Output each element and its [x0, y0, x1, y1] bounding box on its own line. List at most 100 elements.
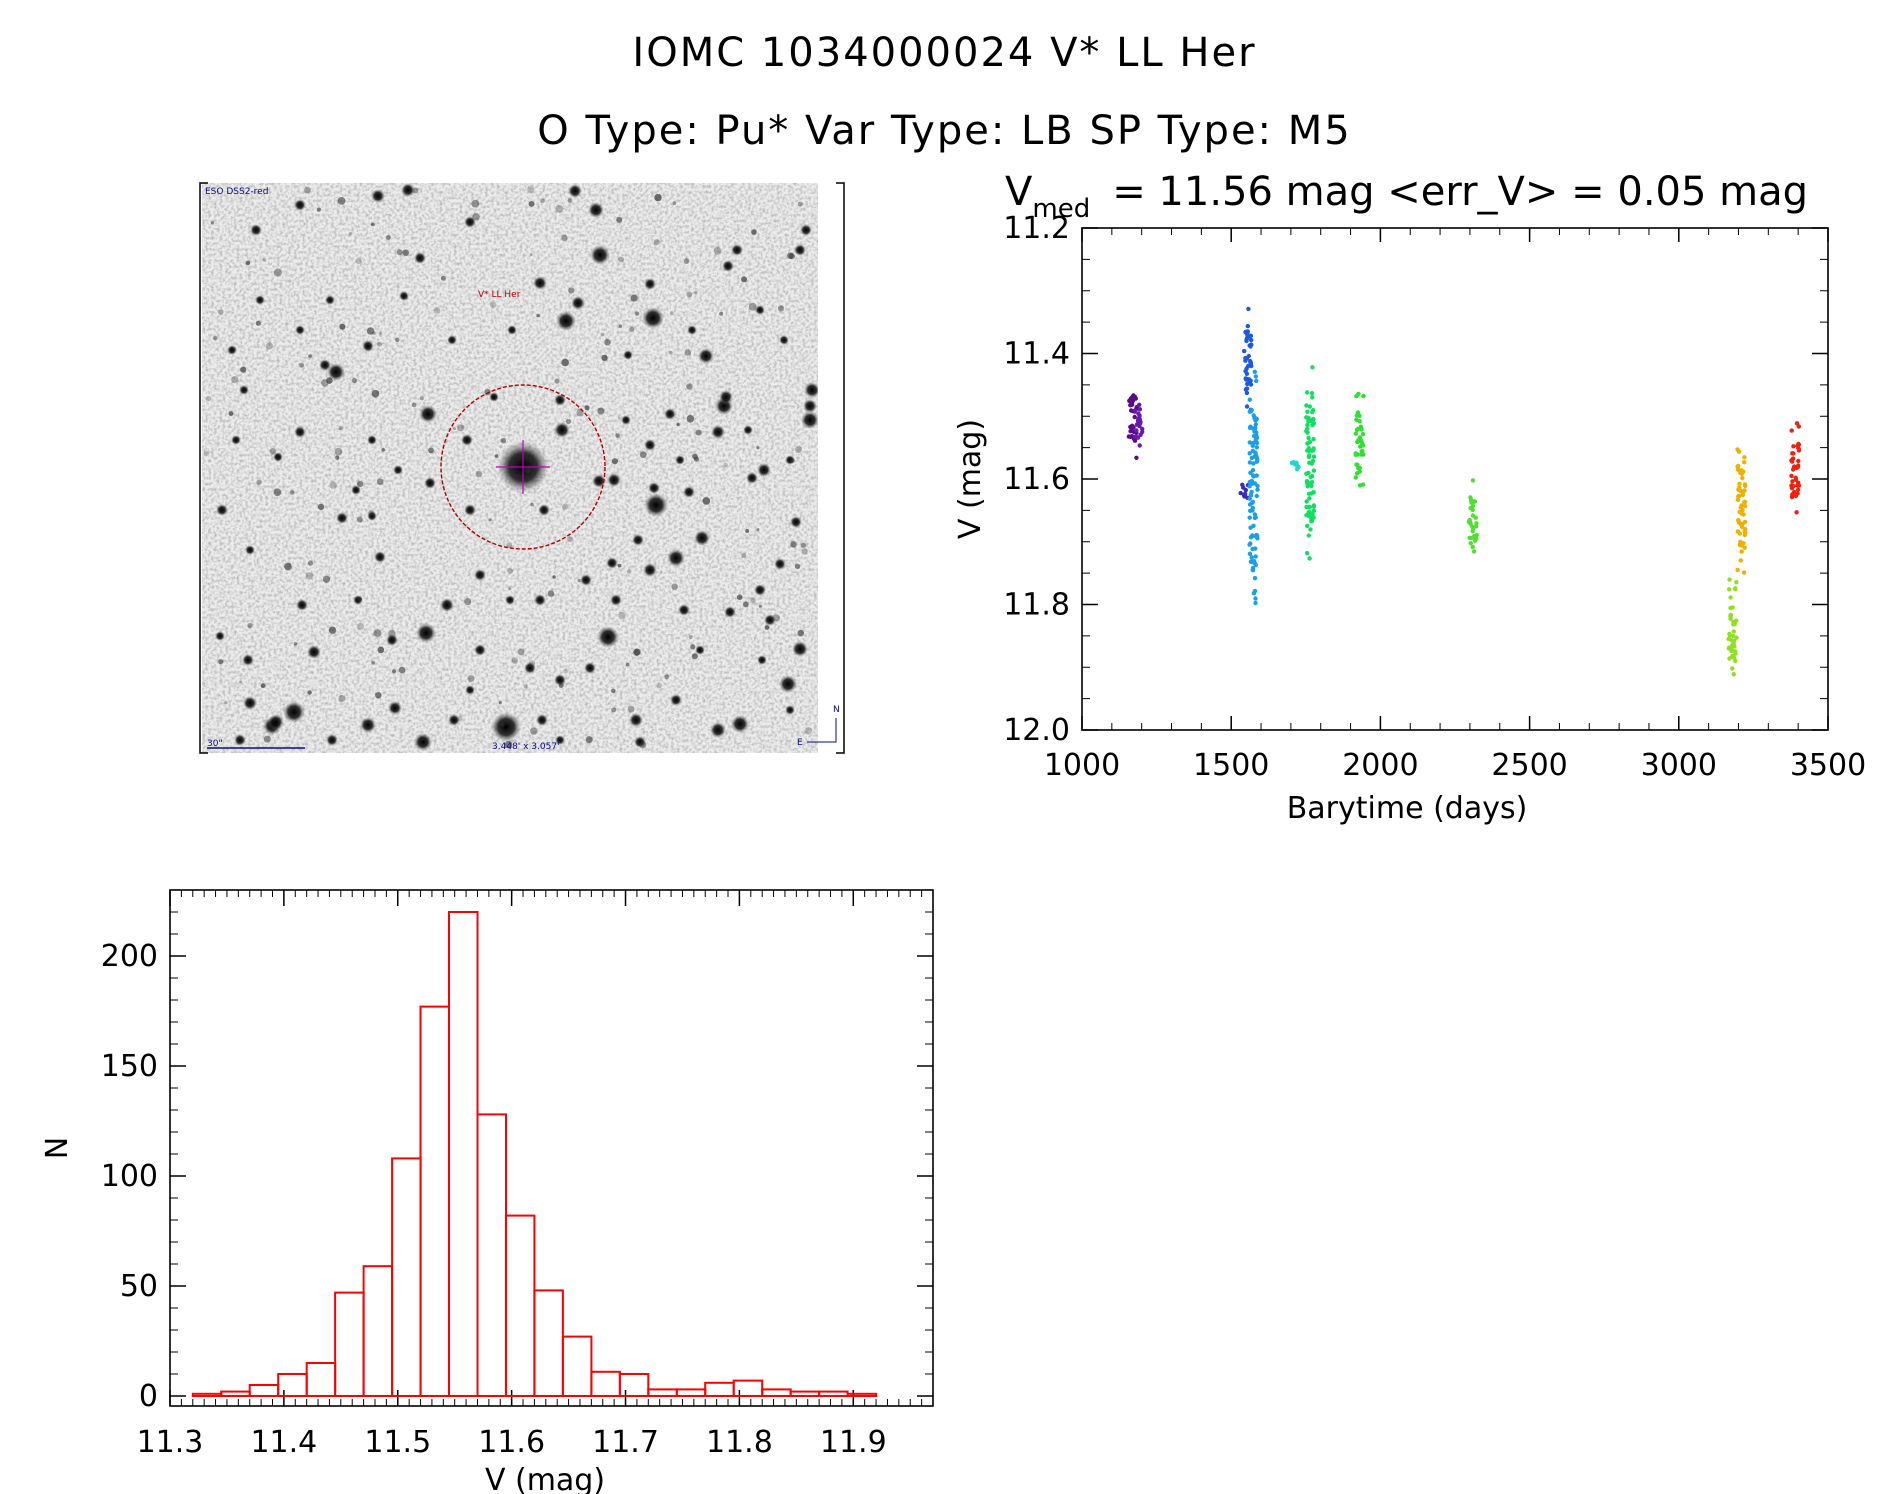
- lc-data-point: [1309, 516, 1314, 521]
- lc-data-point: [1245, 323, 1251, 329]
- lc-data-point: [1357, 419, 1362, 424]
- faint-star: [618, 256, 624, 263]
- faint-star: [440, 275, 446, 281]
- faint-star: [618, 324, 622, 328]
- star: [568, 184, 582, 198]
- lc-data-point: [1251, 440, 1256, 446]
- star: [794, 244, 806, 256]
- lc-data-point: [1253, 554, 1258, 559]
- lc-data-point: [1247, 460, 1253, 465]
- star: [464, 216, 476, 228]
- lc-data-point: [1248, 492, 1254, 497]
- star: [571, 296, 585, 310]
- star: [743, 425, 753, 435]
- faint-star: [686, 383, 693, 390]
- star: [597, 626, 619, 648]
- faint-star: [672, 201, 677, 205]
- star: [724, 606, 736, 618]
- star: [711, 425, 725, 439]
- star: [243, 696, 257, 710]
- lc-data-point: [1308, 512, 1313, 518]
- lc-data-point: [1728, 595, 1733, 600]
- hist-plot-frame: [169, 889, 934, 1407]
- hist-y-tick-label: 150: [101, 1049, 158, 1084]
- star: [804, 382, 818, 398]
- lc-data-point: [1307, 496, 1312, 501]
- lc-data-point: [1468, 495, 1473, 500]
- lc-data-point: [1474, 524, 1479, 529]
- faint-star: [293, 642, 298, 646]
- lc-data-point: [1311, 454, 1317, 459]
- faint-star: [634, 311, 640, 316]
- star: [474, 644, 486, 656]
- faint-star: [584, 405, 590, 411]
- star: [757, 655, 767, 665]
- lc-data-point: [1304, 429, 1309, 434]
- lc-y-tick-label: 11.4: [1003, 337, 1070, 372]
- hist-y-tick-label: 200: [101, 939, 158, 974]
- hist-bar: [362, 1265, 394, 1397]
- lc-data-point: [1733, 586, 1738, 592]
- lc-data-point: [1251, 523, 1256, 528]
- lc-data-point: [1355, 462, 1360, 467]
- faint-star: [561, 234, 568, 242]
- lc-data-point: [1305, 409, 1310, 414]
- faint-star: [664, 674, 670, 680]
- star: [424, 477, 436, 489]
- faint-star: [540, 198, 545, 203]
- faint-star: [528, 660, 536, 667]
- star: [416, 623, 436, 643]
- lc-data-point: [1789, 428, 1794, 433]
- faint-star: [357, 480, 364, 488]
- faint-star: [210, 221, 215, 225]
- star: [534, 594, 546, 606]
- lc-data-point: [1737, 520, 1742, 525]
- lc-data-point: [1247, 515, 1252, 520]
- faint-star: [489, 301, 497, 309]
- star: [634, 736, 646, 748]
- star: [731, 715, 749, 733]
- star: [694, 530, 710, 546]
- lc-data-point: [1250, 426, 1256, 431]
- lc-data-point: [1247, 440, 1253, 445]
- faint-star: [616, 216, 623, 223]
- faint-star: [567, 198, 573, 203]
- faint-star: [371, 389, 380, 398]
- star: [554, 422, 570, 438]
- lc-data-point: [1470, 524, 1475, 529]
- lc-data-point: [1238, 490, 1243, 496]
- lc-data-point: [1245, 381, 1250, 387]
- lc-data-point: [1735, 464, 1740, 469]
- compass-arrows: [807, 718, 837, 743]
- lc-data-point: [1796, 424, 1802, 429]
- star: [388, 701, 402, 715]
- star: [629, 713, 643, 727]
- lc-data-point: [1244, 404, 1250, 409]
- lc-data-point: [1311, 436, 1316, 442]
- lc-data-point: [1245, 329, 1251, 334]
- lc-data-point: [1304, 480, 1310, 485]
- lc-data-point: [1243, 487, 1249, 493]
- lc-x-axis-label: Barytime (days): [1287, 791, 1528, 826]
- star: [386, 634, 398, 646]
- lc-data-point: [1294, 467, 1300, 472]
- lc-data-point: [1737, 509, 1742, 515]
- lc-data-point: [1250, 480, 1255, 485]
- faint-star: [338, 695, 346, 702]
- faint-star: [517, 648, 525, 656]
- lc-data-point: [1128, 408, 1134, 413]
- lc-data-point: [1249, 337, 1254, 343]
- lc-data-point: [1360, 443, 1366, 448]
- star: [644, 439, 656, 451]
- faint-star: [299, 362, 304, 368]
- star: [643, 563, 657, 577]
- faint-star: [273, 268, 282, 277]
- lc-data-point: [1253, 596, 1258, 601]
- lc-data-point: [1738, 558, 1744, 563]
- lc-data-point: [1742, 460, 1747, 465]
- lc-data-point: [1254, 534, 1259, 540]
- lc-data-point: [1360, 448, 1365, 453]
- hist-y-tick-label: 50: [120, 1269, 158, 1304]
- faint-star: [284, 562, 292, 571]
- lc-data-point: [1244, 366, 1249, 371]
